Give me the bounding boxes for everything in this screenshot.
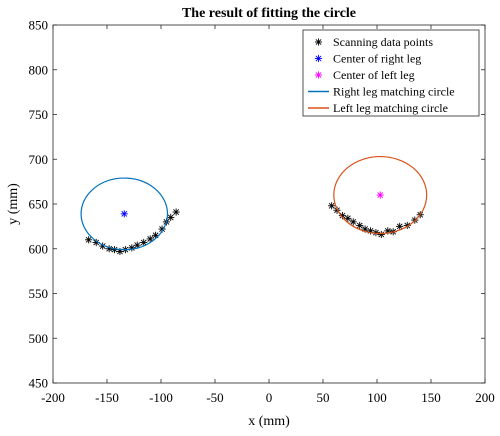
legend-label: Left leg matching circle [333, 101, 448, 115]
data-point [146, 235, 154, 243]
legend-entry: Left leg matching circle [308, 101, 448, 115]
data-point [167, 213, 175, 222]
x-tick-label: -50 [206, 390, 223, 405]
fitted-circle-3 [80, 177, 169, 251]
data-point [376, 191, 384, 199]
x-ticks: -200 -150 -100 -50 0 50 100 150 200 [41, 25, 495, 405]
y-ticks: 450 500 550 600 650 700 750 800 850 [29, 18, 485, 391]
data-point [172, 208, 180, 216]
data-point [92, 238, 100, 247]
fitted-circle-4 [333, 155, 428, 235]
x-axis-label: x (mm) [248, 414, 290, 429]
data-point [356, 221, 364, 230]
data-point [328, 202, 336, 210]
x-tick-label: -200 [41, 390, 65, 405]
legend-label: Center of left leg [333, 68, 415, 82]
legend: Scanning data points Center of right leg C… [302, 29, 480, 117]
x-tick-label: -100 [149, 390, 173, 405]
axes: -200 -150 -100 -50 0 50 100 150 200 450 500 550 600… [29, 18, 495, 406]
x-tick-label: 0 [266, 390, 273, 405]
y-tick-label: 550 [29, 286, 49, 301]
data-point [377, 230, 385, 239]
plot-area [80, 155, 428, 256]
y-tick-label: 800 [29, 62, 49, 77]
x-tick-label: 100 [367, 390, 387, 405]
y-tick-label: 750 [29, 107, 49, 122]
y-tick-label: 650 [29, 197, 49, 212]
legend-entry: Center of right leg [314, 52, 421, 66]
legend-marker-swatch [314, 54, 323, 63]
legend-marker-swatch [314, 71, 323, 79]
legend-items: Scanning data points Center of right leg C… [308, 35, 455, 115]
legend-label: Scanning data points [333, 35, 433, 49]
y-tick-label: 700 [29, 152, 49, 167]
legend-box [302, 29, 480, 117]
data-point [349, 218, 357, 226]
data-point [344, 214, 352, 222]
legend-marker-swatch [314, 38, 323, 46]
legend-label: Right leg matching circle [333, 85, 455, 99]
legend-entry: Right leg matching circle [308, 85, 455, 99]
x-tick-label: 50 [317, 390, 330, 405]
y-tick-label: 850 [29, 18, 49, 33]
x-tick-label: 200 [475, 390, 495, 405]
y-tick-label: 600 [29, 241, 49, 256]
legend-entry: Scanning data points [314, 35, 433, 49]
data-point [85, 236, 93, 244]
legend-entry: Center of left leg [314, 68, 415, 82]
data-point [120, 210, 128, 218]
legend-label: Center of right leg [333, 52, 421, 66]
x-tick-label: 150 [421, 390, 441, 405]
x-tick-label: -150 [95, 390, 119, 405]
y-tick-label: 450 [29, 376, 49, 391]
chart-title: The result of fitting the circle [182, 6, 356, 21]
data-point [396, 222, 404, 230]
data-point [133, 241, 141, 249]
data-point [140, 238, 148, 247]
y-axis-label: y (mm) [6, 183, 21, 225]
y-tick-label: 500 [29, 331, 49, 346]
